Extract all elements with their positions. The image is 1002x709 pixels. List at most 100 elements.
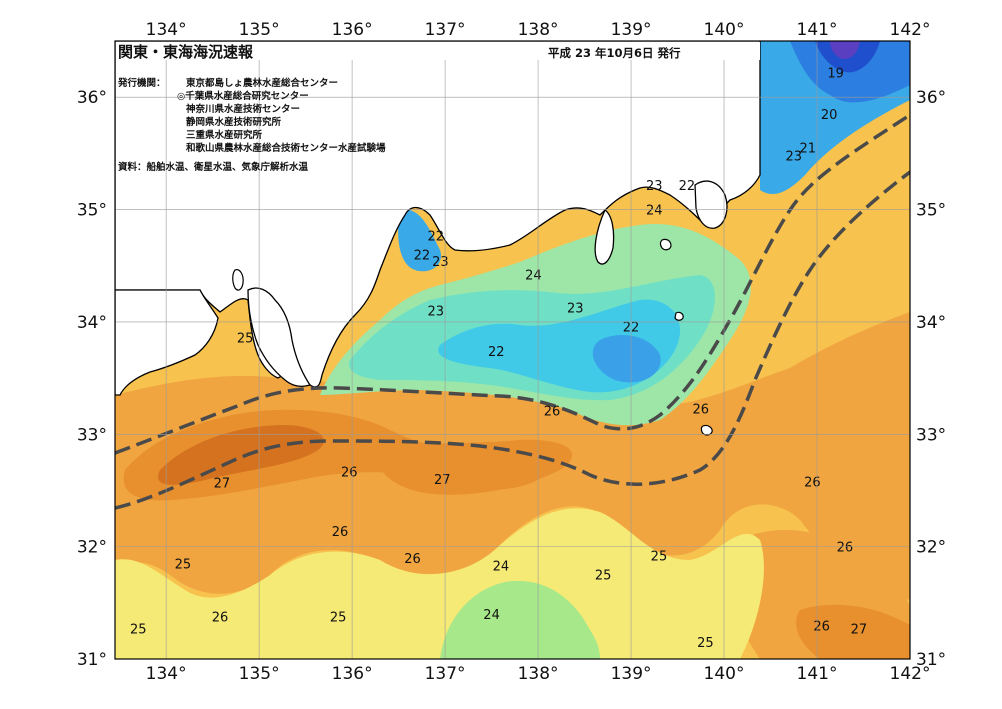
- longitude-tick-bottom: 137°: [425, 664, 466, 684]
- longitude-tick-bottom: 138°: [518, 664, 559, 684]
- latitude-tick-right: 36°: [916, 88, 946, 108]
- northeast-cold-water-16: [830, 41, 860, 60]
- longitude-tick-bottom: 136°: [332, 664, 373, 684]
- agency-label: 発行機関：: [117, 77, 166, 89]
- latitude-tick-left: 34°: [77, 313, 107, 333]
- land-kii-peninsula: [247, 287, 312, 387]
- land-boso-peninsula: [694, 180, 728, 229]
- agency-6: 和歌山県農林水産総合技術センター水産試験場: [185, 142, 386, 154]
- isotherm-label: 19: [827, 66, 844, 81]
- isotherm-label: 22: [488, 345, 505, 360]
- island-izu-oshima: [659, 238, 672, 251]
- isotherm-label: 23: [785, 150, 802, 165]
- longitude-tick-top: 135°: [239, 20, 280, 40]
- map-frame: [114, 40, 911, 660]
- data-sources: 資料：船舶水温、衛星水温、気象庁解析水温: [118, 161, 309, 173]
- longitude-tick-top: 137°: [425, 20, 466, 40]
- latitude-tick-left: 33°: [77, 425, 107, 445]
- latitude-tick-left: 35°: [77, 201, 107, 221]
- longitude-tick-bottom: 134°: [146, 664, 187, 684]
- land-izu-peninsula: [594, 209, 615, 265]
- latitude-tick-right: 34°: [916, 313, 946, 333]
- issue-date: 平成 23 年10月6日 発行: [548, 46, 681, 60]
- isotherm-label: 23: [428, 305, 445, 320]
- isotherm-label: 24: [493, 560, 510, 575]
- island-awaji: [232, 269, 244, 291]
- isotherm-label: 25: [651, 550, 668, 565]
- isotherm-label: 23: [432, 255, 449, 270]
- longitude-tick-top: 141°: [797, 20, 838, 40]
- island-miyake: [674, 311, 684, 321]
- sea-temperature-23-fill: [440, 580, 600, 659]
- latitude-tick-right: 35°: [916, 201, 946, 221]
- isotherm-label: 24: [646, 204, 663, 219]
- sea-temperature-27-patch-se: [796, 604, 910, 659]
- isotherm-label: 26: [212, 610, 229, 625]
- latitude-tick-right: 31°: [916, 650, 946, 670]
- isotherm-label: 26: [837, 541, 854, 556]
- header-panel: 関東・東海海況速報 平成 23 年10月6日 発行 発行機関： 東京都島しょ農林…: [116, 42, 760, 173]
- latitude-tick-left: 32°: [77, 538, 107, 558]
- isotherm-label: 27: [214, 477, 231, 492]
- agency-3: 神奈川県水産技術センター: [186, 103, 300, 115]
- longitude-tick-bottom: 142°: [890, 664, 931, 684]
- isotherm-label: 26: [804, 475, 821, 490]
- land-shikoku: [115, 289, 219, 396]
- isotherm-label: 20: [821, 108, 838, 123]
- isotherm-label: 24: [483, 608, 500, 623]
- isotherm-label: 22: [428, 229, 445, 244]
- isotherm-label: 22: [679, 179, 696, 194]
- latitude-tick-left: 31°: [77, 650, 107, 670]
- latitude-tick-right: 32°: [916, 538, 946, 558]
- island-hachijojima: [700, 424, 713, 436]
- isotherm-label: 22: [414, 248, 431, 263]
- isotherm-label: 26: [404, 552, 421, 567]
- isotherm-label: 26: [693, 402, 710, 417]
- longitude-tick-top: 134°: [146, 20, 187, 40]
- isotherm-label: 25: [130, 623, 147, 638]
- isotherm-label: 25: [697, 636, 714, 651]
- longitude-tick-top: 136°: [332, 20, 373, 40]
- lat-lon-grid: [115, 41, 910, 659]
- agency-2: ◎千葉県水産総合研究センター: [177, 90, 309, 102]
- longitude-tick-top: 140°: [704, 20, 745, 40]
- isotherm-label: 25: [595, 569, 612, 584]
- longitude-tick-bottom: 139°: [611, 664, 652, 684]
- isotherm-label: 26: [332, 525, 349, 540]
- longitude-tick-bottom: 135°: [239, 664, 280, 684]
- longitude-tick-top: 139°: [611, 20, 652, 40]
- isotherm-label: 26: [813, 619, 830, 634]
- isotherm-label: 25: [175, 557, 192, 572]
- isotherm-label: 26: [341, 465, 358, 480]
- isotherm-label: 21: [799, 142, 816, 157]
- agency-4: 静岡県水産技術研究所: [186, 116, 282, 128]
- latitude-tick-right: 33°: [916, 425, 946, 445]
- bay-cold-water: [398, 209, 441, 272]
- agency-5: 三重県水産研究所: [186, 129, 263, 141]
- isotherm-label: 25: [237, 332, 254, 347]
- isotherm-label: 26: [544, 405, 561, 420]
- latitude-tick-left: 36°: [77, 88, 107, 108]
- sea-temperature-24-fill: [115, 508, 764, 659]
- longitude-tick-top: 142°: [890, 20, 931, 40]
- axis-labels: 134° 134° 135° 135° 136° 136° 137° 137° 138° 138°…: [77, 20, 946, 684]
- map-title: 関東・東海海況速報: [118, 43, 254, 61]
- isotherm-label: 23: [567, 301, 584, 316]
- longitude-tick-bottom: 140°: [704, 664, 745, 684]
- kuroshio-inner-path: [115, 113, 910, 455]
- isotherm-label: 24: [525, 269, 542, 284]
- isotherm-label: 23: [646, 179, 663, 194]
- header-background: [116, 42, 760, 60]
- sea-temperature-28-fill: [158, 425, 324, 485]
- kuroshio-outer-path: [115, 170, 910, 510]
- agency-1: 東京都島しょ農林水産総合センター: [185, 77, 338, 89]
- longitude-tick-bottom: 141°: [797, 664, 838, 684]
- isotherm-label: 25: [330, 610, 347, 625]
- isotherm-label: 27: [851, 623, 868, 638]
- coastal-cold-water-19: [592, 335, 661, 383]
- longitude-tick-top: 138°: [518, 20, 559, 40]
- isotherm-label: 27: [434, 473, 451, 488]
